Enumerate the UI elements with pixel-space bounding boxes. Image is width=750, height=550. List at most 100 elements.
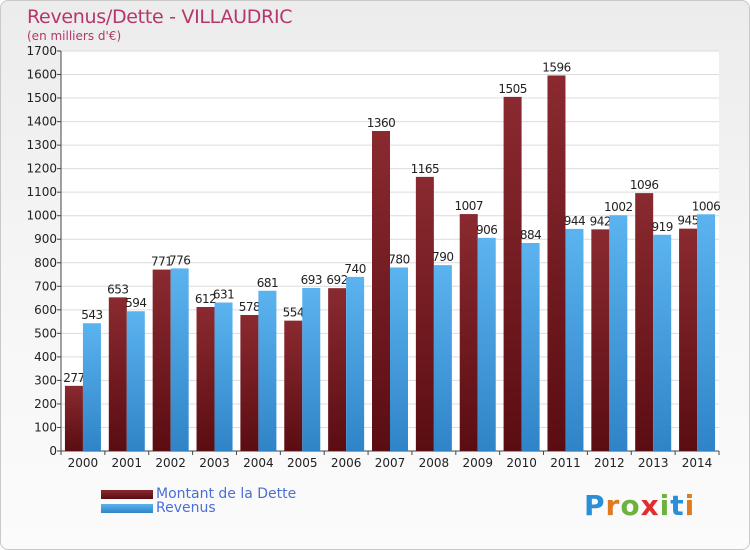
bar-revenue (653, 234, 672, 451)
x-tick-label: 2011 (550, 456, 581, 470)
bar-debt (240, 315, 259, 451)
y-tick-label: 1100 (26, 185, 57, 199)
x-tick-label: 2014 (682, 456, 713, 470)
data-label-debt: 1360 (367, 116, 396, 130)
data-label-revenue: 906 (476, 223, 497, 237)
data-label-revenue: 780 (388, 252, 409, 266)
bar-revenue (170, 268, 189, 451)
y-tick-label: 400 (34, 350, 57, 364)
bar-revenue (126, 311, 145, 451)
data-label-revenue: 594 (125, 296, 146, 310)
y-tick-label: 300 (34, 373, 57, 387)
y-tick-label: 1600 (26, 68, 57, 82)
y-tick-label: 1300 (26, 138, 57, 152)
chart-subtitle: (en milliers d'€) (27, 29, 122, 43)
bar-revenue (346, 276, 365, 451)
data-label-revenue: 631 (213, 288, 234, 302)
data-label-debt: 1505 (498, 82, 527, 96)
bar-revenue (565, 228, 584, 451)
bar-debt (679, 228, 698, 451)
y-tick-label: 0 (49, 444, 57, 458)
y-tick-label: 500 (34, 326, 57, 340)
data-label-revenue: 740 (344, 262, 365, 276)
bar-debt (415, 176, 434, 451)
bar-revenue (433, 265, 452, 451)
data-label-revenue: 790 (432, 250, 453, 264)
y-tick-label: 100 (34, 420, 57, 434)
bar-debt (503, 96, 522, 451)
bar-debt (635, 193, 654, 451)
data-label-debt: 277 (63, 371, 84, 385)
data-label-debt: 612 (195, 292, 216, 306)
x-tick-label: 2012 (594, 456, 625, 470)
bar-revenue (477, 237, 496, 451)
x-tick-label: 2000 (68, 456, 99, 470)
data-label-debt: 653 (107, 282, 128, 296)
data-label-revenue: 693 (301, 273, 322, 287)
data-label-revenue: 1006 (692, 199, 721, 213)
x-tick-label: 2001 (112, 456, 143, 470)
chart-title: Revenus/Dette - VILLAUDRIC (27, 6, 293, 28)
data-label-revenue: 884 (520, 228, 541, 242)
legend-swatch-debt (101, 490, 153, 499)
bar-debt (459, 214, 478, 451)
data-label-debt: 578 (239, 300, 260, 314)
data-label-debt: 1007 (454, 199, 483, 213)
data-label-debt: 692 (326, 273, 347, 287)
legend-label-revenue: Revenus (156, 500, 216, 516)
data-label-revenue: 919 (651, 220, 672, 234)
x-tick-label: 2008 (419, 456, 450, 470)
bar-revenue (214, 302, 233, 451)
legend-label-debt: Montant de la Dette (156, 486, 297, 502)
bar-revenue (697, 214, 716, 451)
data-label-debt: 942 (590, 214, 611, 228)
data-label-revenue: 681 (257, 276, 278, 290)
y-tick-label: 900 (34, 232, 57, 246)
x-tick-label: 2007 (375, 456, 406, 470)
bar-debt (284, 320, 303, 451)
x-tick-label: 2004 (243, 456, 274, 470)
data-label-debt: 771 (151, 255, 172, 269)
bar-debt (196, 307, 215, 451)
data-label-revenue: 944 (564, 214, 585, 228)
data-label-revenue: 543 (81, 308, 102, 322)
data-label-debt: 1096 (630, 178, 659, 192)
bar-debt (328, 288, 347, 451)
y-tick-label: 1500 (26, 91, 57, 105)
bar-debt (591, 229, 610, 451)
data-label-debt: 945 (677, 214, 698, 228)
x-tick-label: 2013 (638, 456, 669, 470)
x-tick-label: 2009 (462, 456, 493, 470)
data-label-debt: 554 (283, 306, 304, 320)
bar-revenue (258, 290, 277, 451)
y-tick-label: 1000 (26, 209, 57, 223)
bar-debt (152, 269, 171, 451)
x-tick-label: 2005 (287, 456, 318, 470)
data-label-revenue: 1002 (604, 200, 633, 214)
data-label-debt: 1596 (542, 60, 571, 74)
bar-debt (372, 131, 390, 451)
y-tick-label: 800 (34, 256, 57, 270)
bar-revenue (82, 323, 101, 451)
proxiti-logo: Proxiti (584, 489, 696, 522)
y-tick-label: 600 (34, 303, 57, 317)
y-tick-label: 1700 (26, 44, 57, 58)
bar-revenue (390, 267, 408, 451)
y-tick-label: 700 (34, 279, 57, 293)
x-tick-label: 2003 (199, 456, 230, 470)
bar-revenue (609, 215, 628, 451)
y-tick-label: 1200 (26, 162, 57, 176)
x-tick-label: 2010 (506, 456, 537, 470)
bar-debt (108, 297, 127, 451)
data-label-debt: 1165 (411, 162, 440, 176)
bar-debt (547, 75, 566, 452)
legend-swatch-revenue (101, 504, 153, 513)
bar-revenue (521, 243, 540, 451)
y-tick-label: 200 (34, 397, 57, 411)
bar-revenue (302, 287, 321, 451)
x-tick-label: 2006 (331, 456, 362, 470)
y-tick-label: 1400 (26, 115, 57, 129)
data-label-revenue: 776 (169, 253, 190, 267)
